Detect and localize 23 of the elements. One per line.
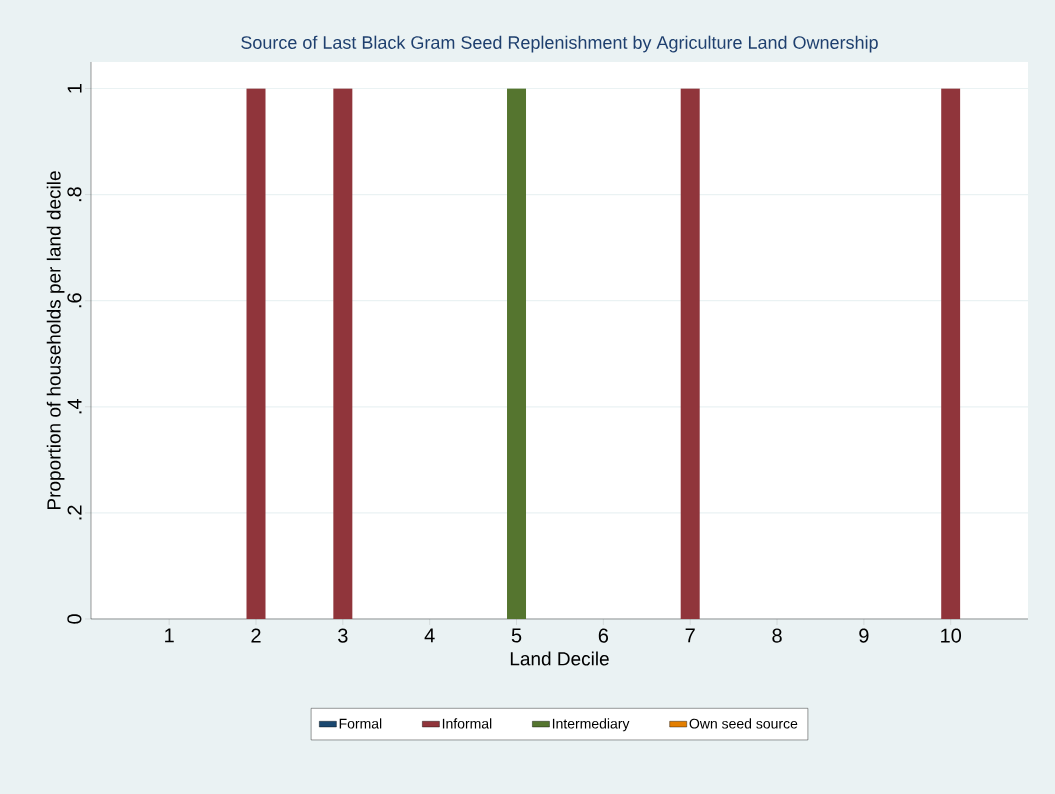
y-tick-label: .2	[67, 505, 82, 520]
x-tick-label: 7	[685, 628, 695, 643]
x-tick-label: 8	[772, 628, 782, 643]
legend-label: Informal	[442, 718, 492, 729]
x-tick-label: 6	[598, 628, 609, 643]
legend-label: Formal	[339, 718, 382, 729]
x-tick-label: 10	[941, 628, 962, 643]
y-tick-label: 0	[67, 614, 82, 624]
y-tick-label: .4	[67, 399, 82, 414]
x-tick-label: 2	[251, 628, 261, 643]
x-axis-title: Land Decile	[510, 651, 609, 666]
legend-label: Intermediary	[552, 718, 630, 732]
x-tick-label: 9	[859, 628, 869, 643]
y-tick-label: .8	[67, 187, 82, 202]
x-tick-label: 4	[424, 628, 435, 643]
x-tick-label: 5	[511, 628, 522, 643]
legend-label: Own seed source	[689, 718, 798, 729]
y-axis-title: Proportion of households per land decile	[46, 171, 65, 509]
x-tick-label: 1	[165, 628, 174, 643]
x-tick-label: 3	[338, 628, 348, 643]
chart-title: Source of Last Black Gram Seed Replenishment by Agriculture Land Ownership	[241, 35, 878, 53]
y-tick-label: 1	[67, 83, 82, 93]
y-tick-label: .6	[67, 293, 82, 308]
